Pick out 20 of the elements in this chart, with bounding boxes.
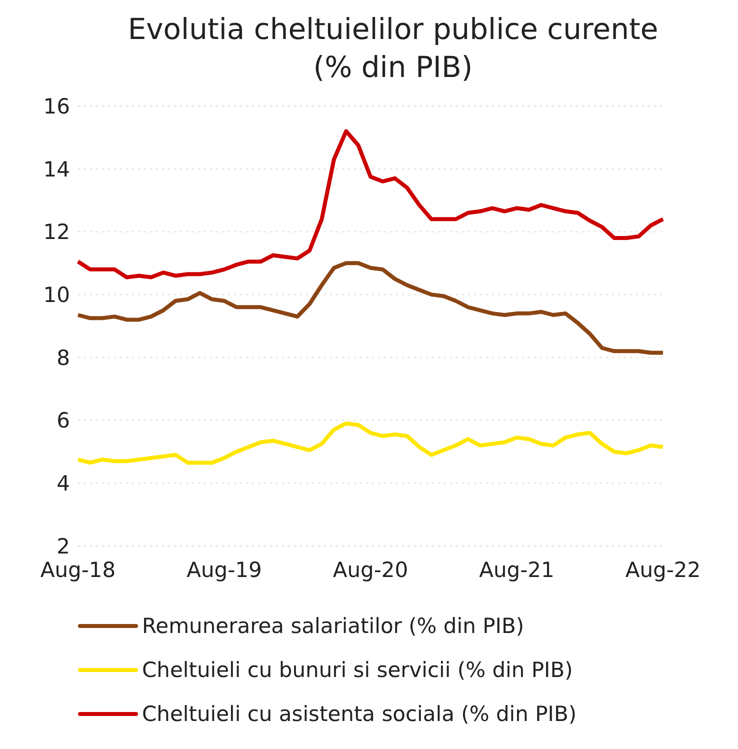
line-series: [76, 129, 665, 280]
line-series: [76, 421, 665, 465]
legend-label: Remunerarea salariatilor (% din PIB): [142, 614, 524, 638]
y-tick-label: 10: [43, 283, 70, 308]
line-series: [76, 261, 665, 355]
x-tick-label: Aug-19: [186, 558, 262, 582]
x-tick-label: Aug-18: [40, 558, 116, 582]
y-tick-label: 4: [56, 472, 70, 496]
x-tick-label: Aug-20: [332, 558, 408, 582]
y-tick-label: 8: [56, 346, 70, 370]
y-tick-label: 16: [43, 94, 70, 118]
legend-label: Cheltuieli cu asistenta sociala (% din PIB): [142, 702, 577, 726]
y-tick-label: 14: [43, 157, 70, 182]
x-tick-label: Aug-21: [479, 558, 554, 582]
y-tick-label: 2: [56, 534, 70, 558]
legend-label: Cheltuieli cu bunuri si servicii (% din PIB): [142, 658, 573, 682]
y-tick-label: 12: [43, 220, 70, 244]
chart-title: Evolutia cheltuielilor publice curente (% din PIB): [126, 11, 660, 86]
x-tick-label: Aug-22: [625, 558, 701, 582]
y-tick-label: 6: [56, 408, 70, 433]
